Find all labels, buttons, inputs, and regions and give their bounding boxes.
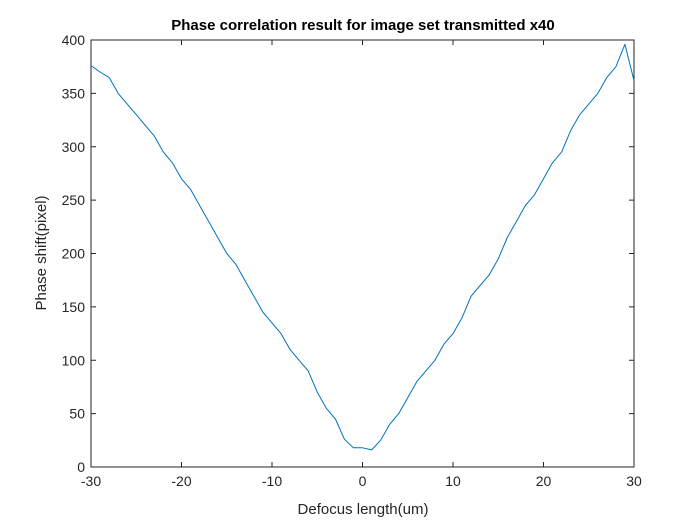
y-tick-label: 250 (62, 192, 86, 208)
y-tick-label: 150 (62, 299, 86, 315)
y-axis-label: Phase shift(pixel) (33, 195, 50, 310)
y-tick-label: 400 (62, 32, 86, 48)
y-tick-label: 300 (62, 139, 86, 155)
x-tick-label: -20 (171, 473, 191, 489)
x-tick-label: -30 (81, 473, 101, 489)
y-tick-label: 200 (62, 246, 86, 262)
axes-box (90, 39, 635, 468)
data-series-line (90, 43, 635, 451)
x-tick-label: 30 (626, 473, 642, 489)
x-axis-label: Defocus length(um) (298, 501, 429, 518)
y-tick-label: 0 (77, 459, 85, 475)
x-tick-label: -10 (262, 473, 282, 489)
x-tick-label: 20 (536, 473, 552, 489)
chart-title: Phase correlation result for image set t… (171, 17, 554, 34)
y-tick-label: 350 (62, 85, 86, 101)
y-tick-label: 50 (69, 406, 85, 422)
y-tick-label: 100 (62, 352, 86, 368)
x-tick-label: 10 (445, 473, 461, 489)
x-tick-label: 0 (359, 473, 367, 489)
